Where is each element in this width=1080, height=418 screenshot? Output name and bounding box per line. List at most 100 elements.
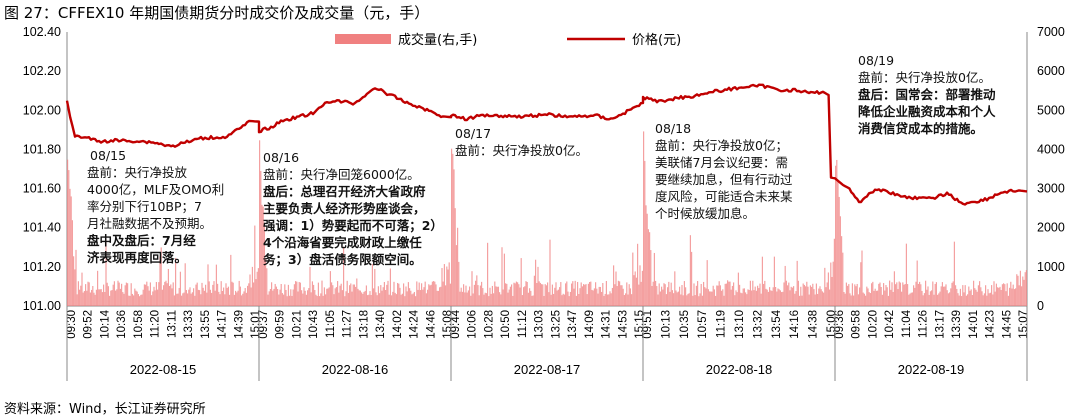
volume-bar [154, 290, 156, 306]
date-label: 2022-08-18 [706, 362, 773, 377]
volume-bar [611, 287, 613, 306]
volume-bar [977, 285, 979, 306]
volume-bar [829, 289, 831, 306]
volume-bar [908, 294, 910, 306]
volume-bar [457, 227, 459, 306]
volume-bar [674, 271, 676, 306]
volume-bar [637, 243, 639, 306]
volume-bar [463, 284, 465, 306]
volume-bar [88, 282, 90, 306]
volume-bar [700, 284, 702, 306]
volume-bar [403, 283, 405, 306]
volume-bar [289, 295, 291, 306]
volume-bar [694, 295, 696, 306]
volume-bar [400, 294, 402, 306]
date-label: 2022-08-19 [898, 362, 965, 377]
volume-bar [316, 296, 318, 306]
volume-bar [381, 290, 383, 306]
volume-bar [497, 286, 499, 306]
volume-bar [898, 281, 900, 306]
volume-bar [673, 293, 675, 306]
volume-bar [891, 282, 893, 306]
volume-bar [424, 281, 426, 306]
x-tick-label: 10:14 [99, 309, 111, 338]
volume-bar [712, 285, 714, 306]
volume-bar [520, 258, 522, 306]
volume-bar [421, 283, 423, 306]
volume-bar [146, 281, 148, 306]
volume-bar [454, 208, 456, 306]
volume-bar [128, 295, 130, 306]
volume-bar [662, 289, 664, 306]
volume-bar [800, 286, 802, 306]
volume-bar [971, 295, 973, 306]
volume-bar [412, 293, 414, 306]
volume-bar [380, 285, 382, 306]
volume-bar [867, 288, 869, 306]
volume-bar [991, 285, 993, 306]
volume-bar [839, 216, 841, 306]
x-tick-label: 10:57 [697, 310, 709, 339]
y-right-tick-label: 3000 [1037, 182, 1065, 196]
volume-bar [97, 270, 99, 306]
volume-bar [788, 282, 790, 306]
volume-bar [992, 294, 994, 306]
volume-bar [124, 285, 126, 306]
volume-bar [633, 275, 635, 306]
volume-bar [179, 271, 181, 306]
volume-bar [104, 291, 106, 306]
volume-bar [308, 288, 310, 306]
volume-bar [277, 289, 279, 306]
volume-bar [439, 287, 441, 306]
x-tick-label: 11:12 [517, 310, 529, 338]
volume-bar [307, 290, 309, 306]
volume-bar [815, 283, 817, 306]
volume-bar [350, 283, 352, 306]
volume-bar [309, 266, 311, 306]
volume-bar [67, 159, 69, 306]
volume-bar [1006, 283, 1008, 306]
volume-bar [218, 291, 220, 306]
volume-bar [893, 271, 895, 306]
volume-bar [557, 289, 559, 306]
volume-bar [685, 287, 687, 306]
volume-bar [830, 262, 832, 306]
volume-bar [448, 262, 450, 306]
volume-bar [335, 287, 337, 306]
x-tick-label: 11:05 [325, 310, 337, 338]
volume-bar [319, 296, 321, 306]
volume-bar [849, 293, 851, 306]
volume-bar [892, 291, 894, 306]
volume-bar [878, 283, 880, 306]
volume-bar [86, 290, 88, 306]
volume-bar [495, 286, 497, 306]
volume-bar [173, 295, 175, 306]
volume-bar [418, 282, 420, 306]
volume-bar [367, 295, 369, 306]
volume-bar [574, 280, 576, 306]
volume-bar [725, 283, 727, 306]
volume-bar [981, 291, 983, 306]
volume-bar [393, 281, 395, 306]
volume-bar [71, 220, 73, 306]
volume-bar [722, 289, 724, 306]
volume-bar [640, 281, 642, 306]
volume-bar [217, 283, 219, 306]
volume-bar [458, 261, 460, 306]
volume-bar [461, 291, 463, 306]
volume-bar [1009, 287, 1011, 306]
volume-bar [291, 295, 293, 306]
volume-bar [77, 281, 79, 306]
annotation-4-line: 盘前：央行净投放0亿； [655, 138, 788, 153]
volume-bar [395, 294, 397, 306]
volume-bar [197, 289, 199, 306]
volume-bar [703, 281, 705, 306]
y-left-tick-label: 101.40 [23, 221, 61, 235]
volume-bar [538, 281, 540, 306]
volume-bar [1012, 284, 1014, 306]
volume-bar [953, 241, 955, 306]
volume-bar [925, 280, 927, 306]
volume-bar [346, 280, 348, 306]
x-tick-label: 14:16 [789, 310, 801, 339]
volume-bar [639, 265, 641, 306]
